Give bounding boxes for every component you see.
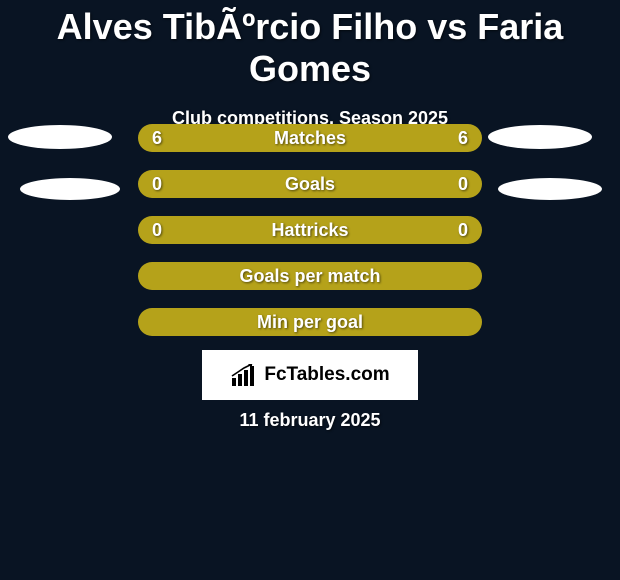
stat-row: 0Goals0 bbox=[138, 170, 482, 198]
stat-left-value: 0 bbox=[152, 174, 162, 195]
stat-right-value: 6 bbox=[458, 128, 468, 149]
chart-icon bbox=[230, 364, 258, 386]
stat-label: Hattricks bbox=[138, 220, 482, 241]
decorative-ellipse bbox=[8, 125, 112, 149]
stat-label: Goals bbox=[138, 174, 482, 195]
stat-row: Min per goal bbox=[138, 308, 482, 336]
stat-right-value: 0 bbox=[458, 220, 468, 241]
decorative-ellipse bbox=[20, 178, 120, 200]
stat-label: Goals per match bbox=[138, 266, 482, 287]
footer-logo[interactable]: FcTables.com bbox=[202, 350, 418, 400]
stat-left-value: 6 bbox=[152, 128, 162, 149]
stat-row: Goals per match bbox=[138, 262, 482, 290]
comparison-card: Alves TibÃºrcio Filho vs Faria Gomes Clu… bbox=[0, 0, 620, 580]
stat-left-value: 0 bbox=[152, 220, 162, 241]
stat-label: Matches bbox=[138, 128, 482, 149]
stats-container: 6Matches60Goals00Hattricks0Goals per mat… bbox=[138, 124, 482, 354]
stat-row: 0Hattricks0 bbox=[138, 216, 482, 244]
stat-row: 6Matches6 bbox=[138, 124, 482, 152]
decorative-ellipse bbox=[498, 178, 602, 200]
date-text: 11 february 2025 bbox=[0, 410, 620, 431]
page-title: Alves TibÃºrcio Filho vs Faria Gomes bbox=[0, 0, 620, 90]
stat-right-value: 0 bbox=[458, 174, 468, 195]
footer-logo-text: FcTables.com bbox=[264, 364, 389, 386]
decorative-ellipse bbox=[488, 125, 592, 149]
stat-label: Min per goal bbox=[138, 312, 482, 333]
